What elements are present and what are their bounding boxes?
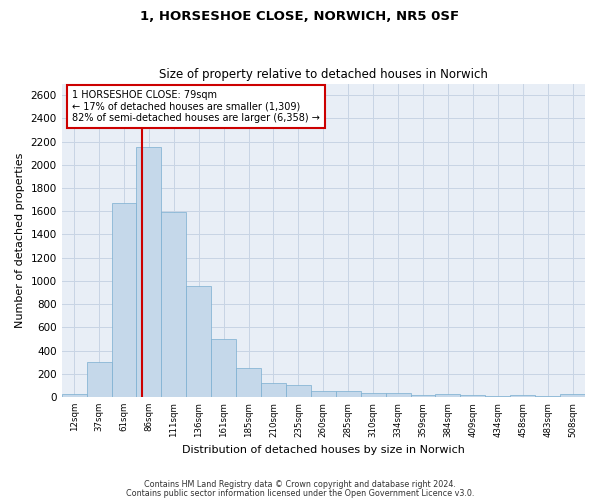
Bar — [161, 212, 186, 397]
Bar — [386, 394, 410, 397]
Bar — [535, 396, 560, 397]
Text: Contains public sector information licensed under the Open Government Licence v3: Contains public sector information licen… — [126, 488, 474, 498]
Bar — [62, 394, 86, 397]
Bar — [510, 394, 535, 397]
Bar — [361, 394, 386, 397]
Bar — [86, 362, 112, 397]
Bar — [211, 339, 236, 397]
Text: 1 HORSESHOE CLOSE: 79sqm
← 17% of detached houses are smaller (1,309)
82% of sem: 1 HORSESHOE CLOSE: 79sqm ← 17% of detach… — [72, 90, 320, 123]
Title: Size of property relative to detached houses in Norwich: Size of property relative to detached ho… — [159, 68, 488, 81]
Bar — [311, 391, 336, 397]
Bar — [460, 394, 485, 397]
Bar — [410, 394, 436, 397]
Text: 1, HORSESHOE CLOSE, NORWICH, NR5 0SF: 1, HORSESHOE CLOSE, NORWICH, NR5 0SF — [140, 10, 460, 23]
Bar — [186, 286, 211, 397]
Bar — [236, 368, 261, 397]
Bar — [112, 203, 136, 397]
Bar — [136, 148, 161, 397]
Bar — [485, 396, 510, 397]
Bar — [436, 394, 460, 397]
Y-axis label: Number of detached properties: Number of detached properties — [15, 152, 25, 328]
Bar — [560, 394, 585, 397]
Bar — [336, 391, 361, 397]
Bar — [261, 383, 286, 397]
Bar — [286, 386, 311, 397]
X-axis label: Distribution of detached houses by size in Norwich: Distribution of detached houses by size … — [182, 445, 465, 455]
Text: Contains HM Land Registry data © Crown copyright and database right 2024.: Contains HM Land Registry data © Crown c… — [144, 480, 456, 489]
